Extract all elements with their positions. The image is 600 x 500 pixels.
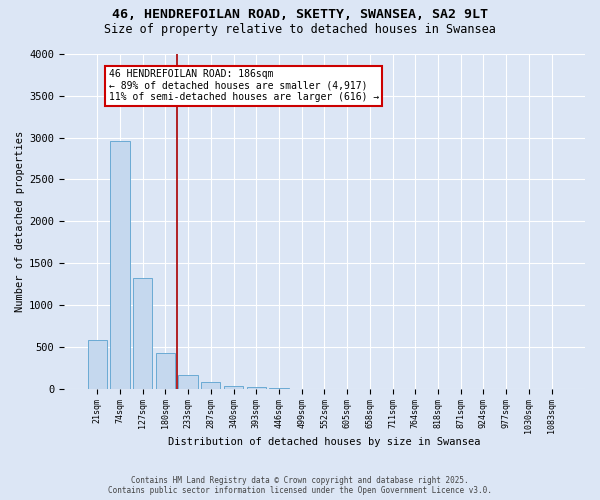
Bar bbox=[224, 386, 243, 388]
Text: Size of property relative to detached houses in Swansea: Size of property relative to detached ho… bbox=[104, 22, 496, 36]
Bar bbox=[110, 141, 130, 388]
Bar bbox=[247, 387, 266, 388]
Y-axis label: Number of detached properties: Number of detached properties bbox=[15, 130, 25, 312]
Bar bbox=[88, 340, 107, 388]
Bar bbox=[156, 352, 175, 388]
Bar bbox=[178, 375, 198, 388]
Text: 46, HENDREFOILAN ROAD, SKETTY, SWANSEA, SA2 9LT: 46, HENDREFOILAN ROAD, SKETTY, SWANSEA, … bbox=[112, 8, 488, 20]
Bar bbox=[201, 382, 220, 388]
Bar bbox=[133, 278, 152, 388]
X-axis label: Distribution of detached houses by size in Swansea: Distribution of detached houses by size … bbox=[168, 438, 481, 448]
Text: 46 HENDREFOILAN ROAD: 186sqm
← 89% of detached houses are smaller (4,917)
11% of: 46 HENDREFOILAN ROAD: 186sqm ← 89% of de… bbox=[109, 69, 379, 102]
Text: Contains HM Land Registry data © Crown copyright and database right 2025.
Contai: Contains HM Land Registry data © Crown c… bbox=[108, 476, 492, 495]
